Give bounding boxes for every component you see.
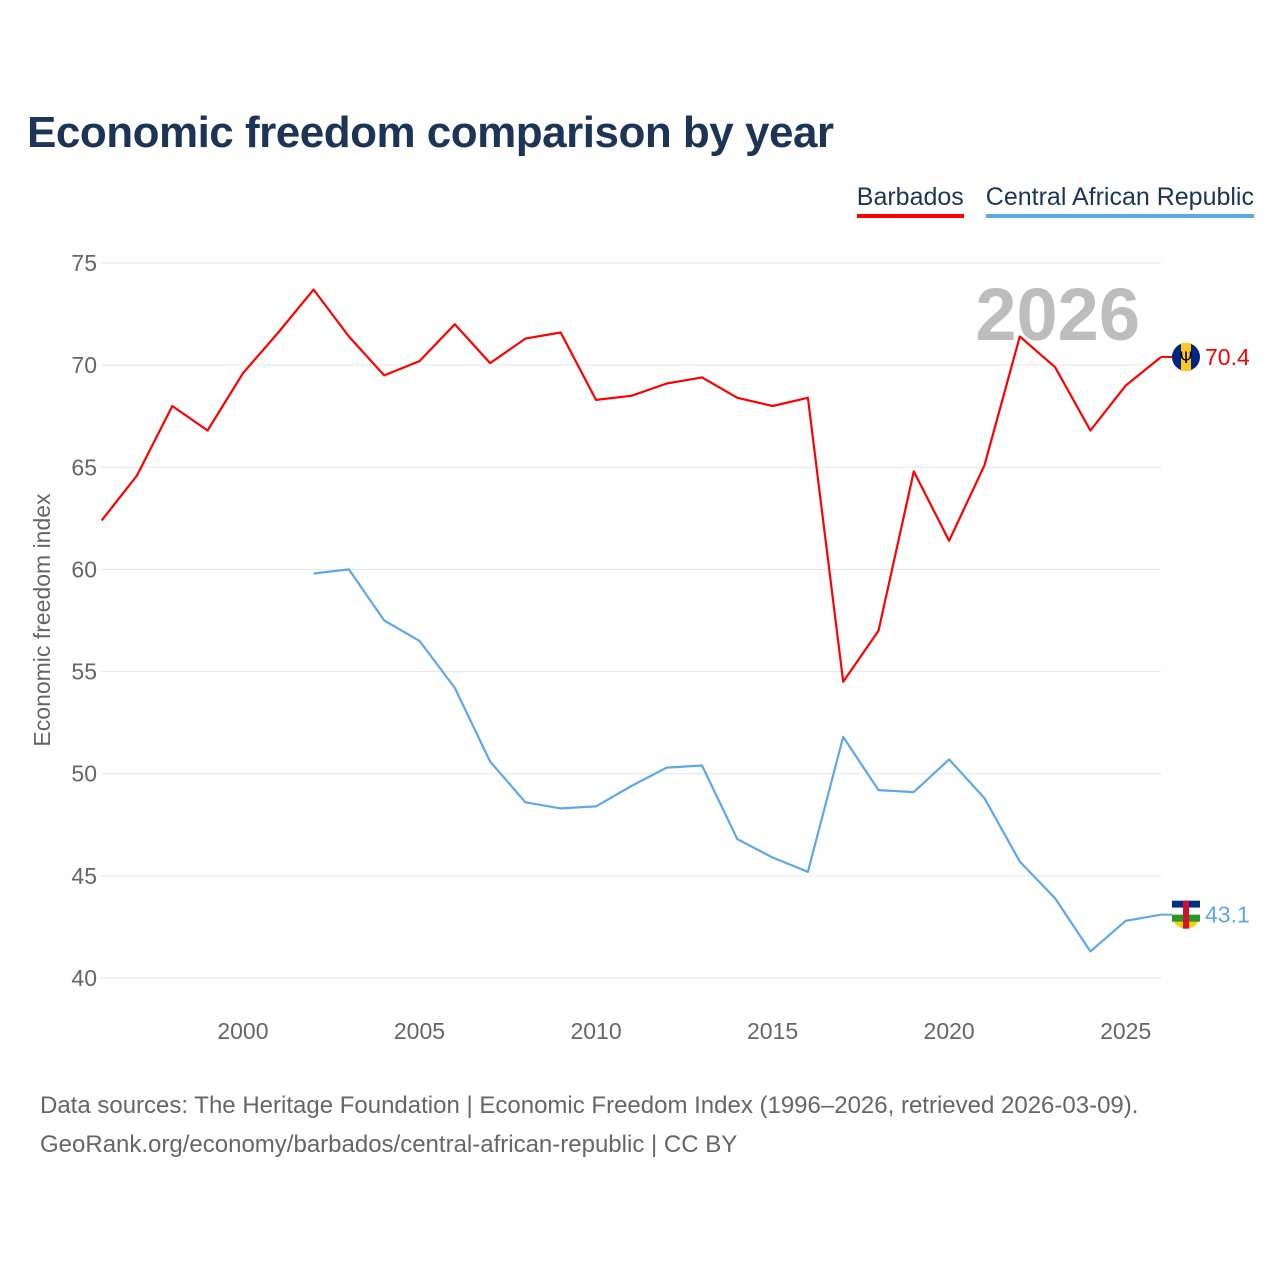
trident-icon: Ψ <box>1180 348 1193 367</box>
flag-stripe <box>1183 900 1189 929</box>
y-tick-label: 45 <box>71 863 97 889</box>
y-tick-label: 65 <box>71 454 97 480</box>
x-tick-label: 2025 <box>1100 1018 1151 1044</box>
y-tick-label: 75 <box>71 250 97 276</box>
series-line-central-african-republic <box>313 568 1162 953</box>
flag-stripe <box>1181 342 1191 371</box>
x-tick-label: 2015 <box>747 1018 798 1044</box>
footer-sources: Data sources: The Heritage Foundation | … <box>40 1092 1139 1119</box>
x-tick-label: 2000 <box>217 1018 268 1044</box>
x-tick-label: 2020 <box>924 1018 975 1044</box>
year-watermark: 2026 <box>975 273 1140 356</box>
y-tick-label: 50 <box>71 761 97 787</box>
legend-item-barbados[interactable]: Barbados <box>856 183 964 218</box>
legend: Barbados Central African Republic <box>856 183 1254 218</box>
x-tick-label: 2005 <box>394 1018 445 1044</box>
footer-link[interactable]: GeoRank.org/economy/barbados/central-afr… <box>40 1131 738 1158</box>
end-value-label: 70.4 <box>1205 344 1250 370</box>
x-tick-label: 2010 <box>570 1018 621 1044</box>
y-tick-label: 60 <box>71 556 97 582</box>
end-value-label: 43.1 <box>1205 902 1250 928</box>
footer: Data sources: The Heritage Foundation | … <box>40 1086 1138 1164</box>
y-axis-label: Economic freedom index <box>29 493 55 747</box>
y-tick-label: 70 <box>71 352 97 378</box>
y-tick-label: 40 <box>71 965 97 991</box>
legend-item-central-african-republic[interactable]: Central African Republic <box>985 183 1254 218</box>
series-line-barbados <box>100 288 1162 683</box>
chart-title: Economic freedom comparison by year <box>27 108 834 157</box>
y-tick-label: 55 <box>71 659 97 685</box>
